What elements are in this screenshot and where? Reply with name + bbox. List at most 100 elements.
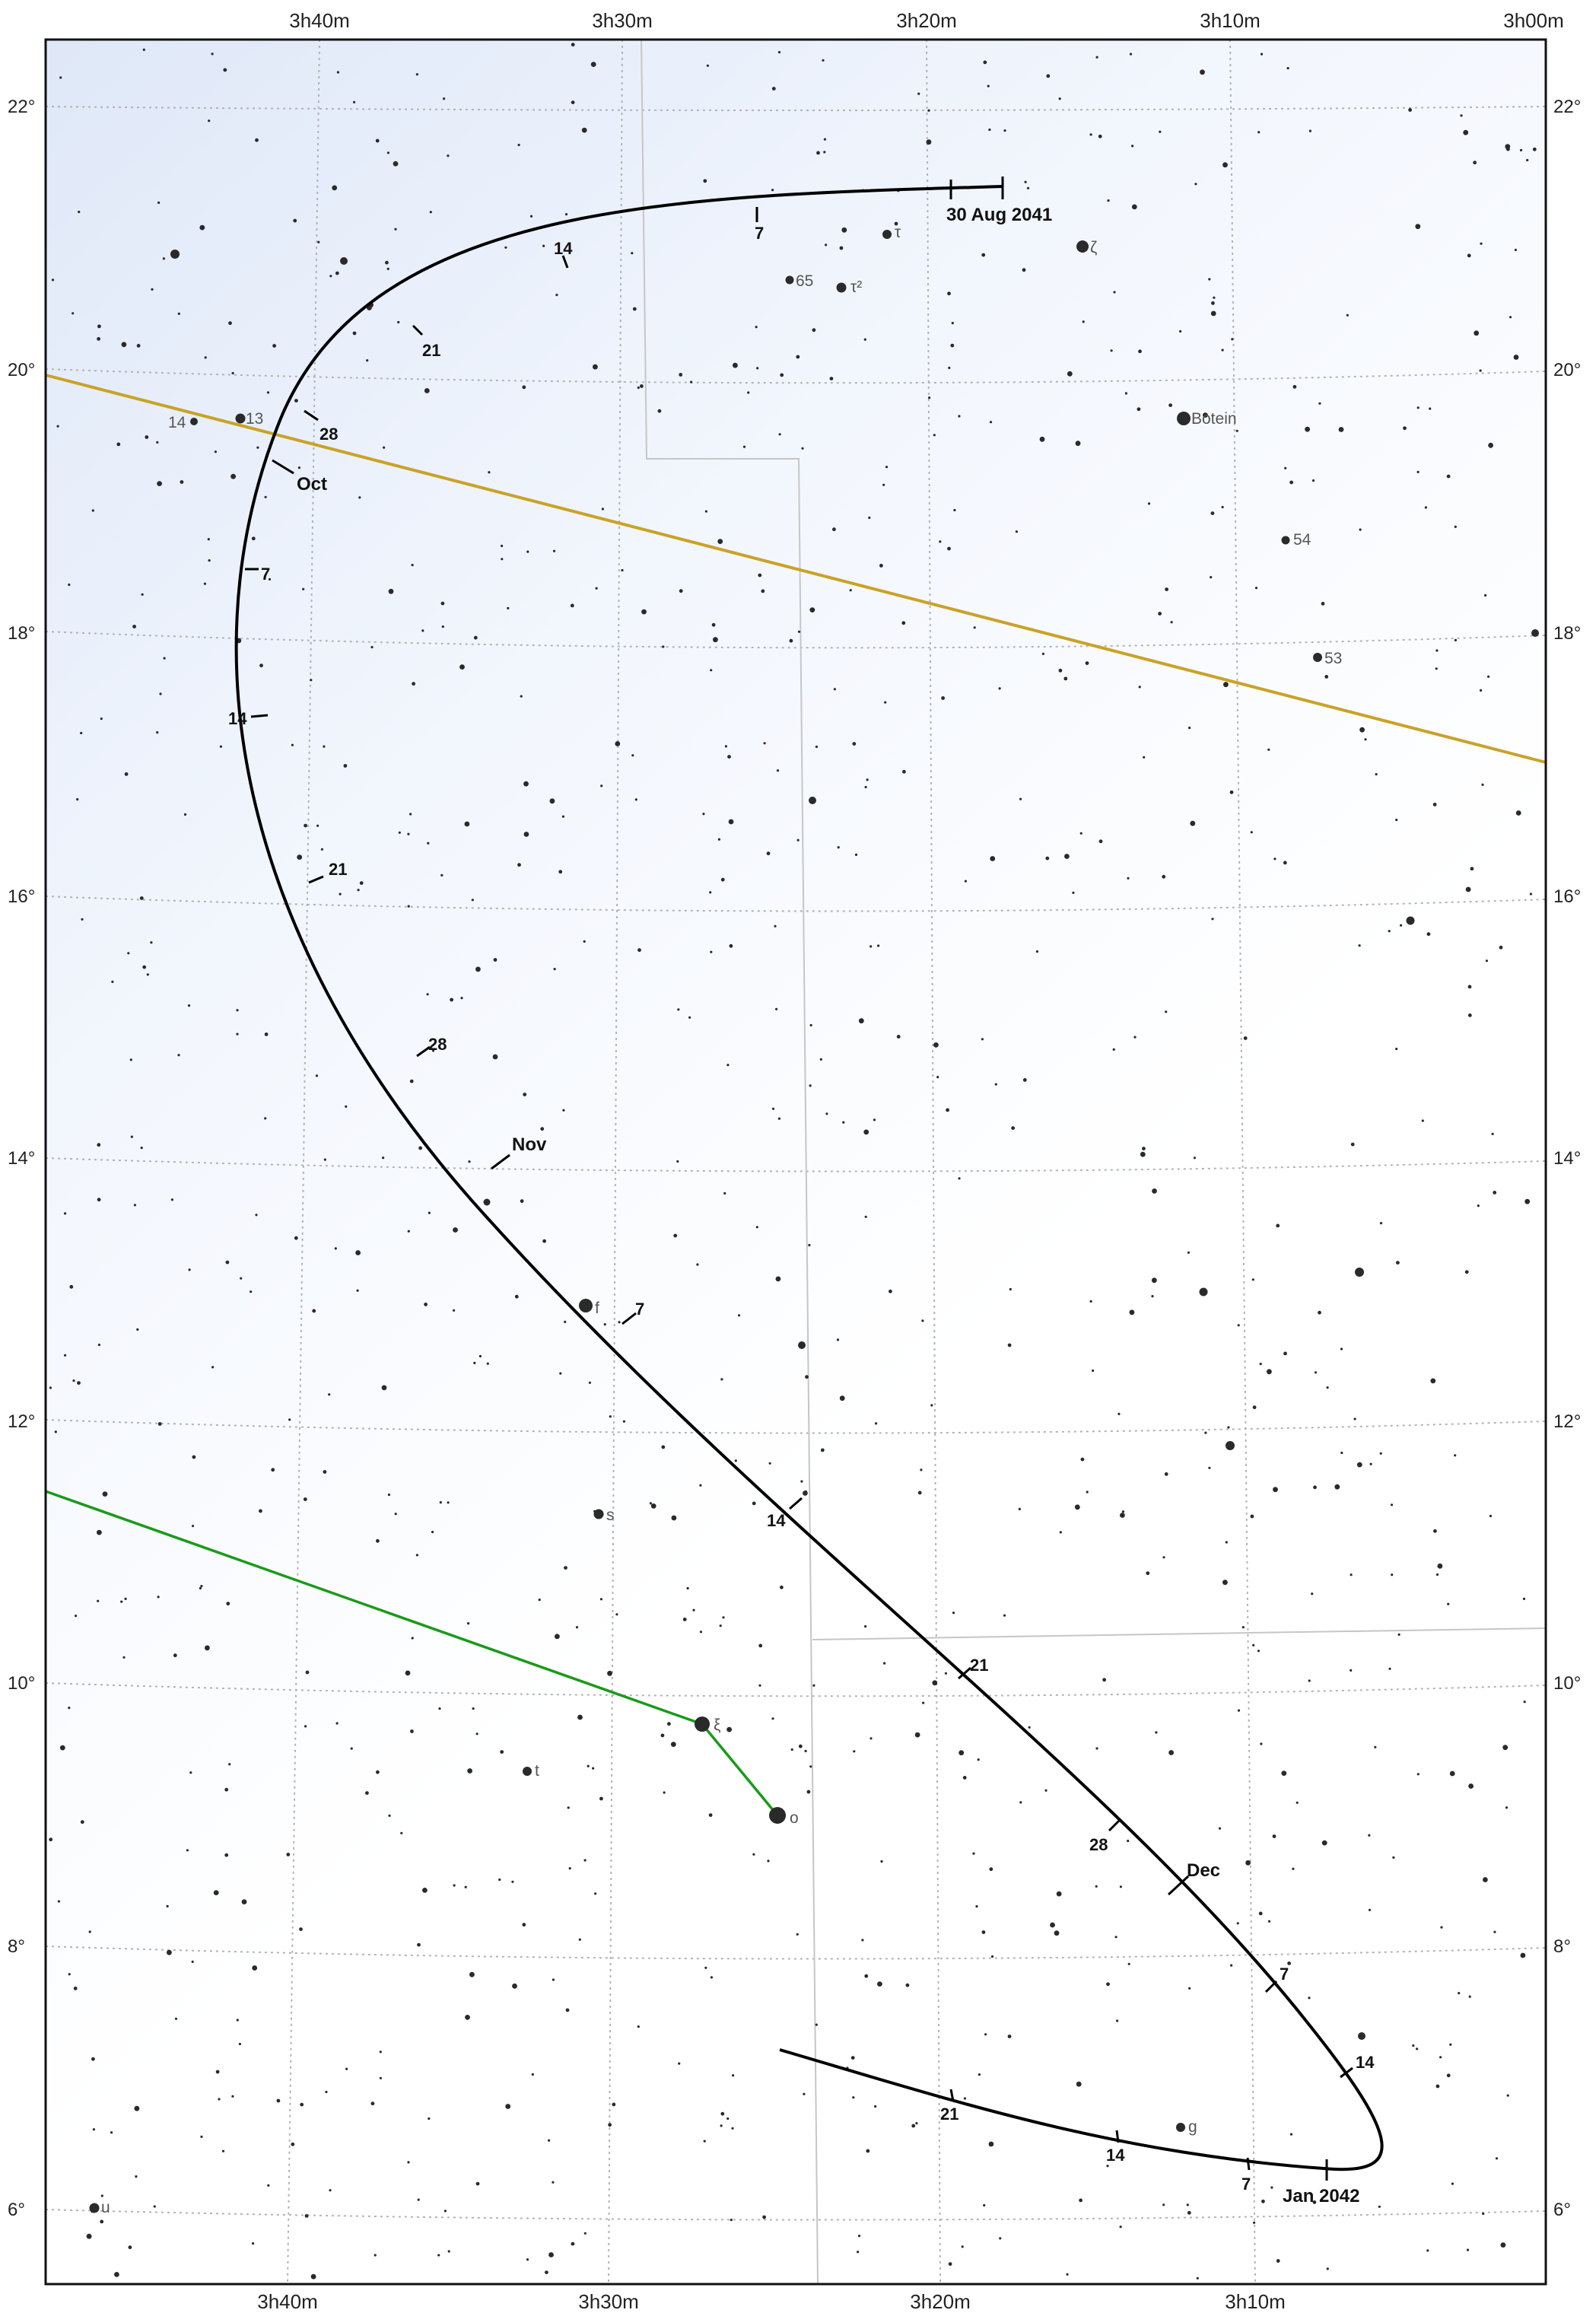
- ra-grid-3h10m: [1229, 39, 1256, 2285]
- background-star: [771, 189, 774, 192]
- background-star: [615, 741, 621, 746]
- background-star: [948, 2262, 952, 2267]
- background-star: [994, 1083, 997, 1086]
- background-star: [1483, 1877, 1488, 1882]
- background-star: [231, 2095, 234, 2098]
- background-star: [304, 1725, 307, 1728]
- background-star: [475, 966, 481, 972]
- background-star: [1076, 2081, 1082, 2087]
- background-star: [352, 331, 357, 336]
- background-star: [1305, 426, 1310, 432]
- background-star: [1168, 403, 1172, 407]
- background-star: [1165, 587, 1168, 591]
- background-star: [291, 2142, 295, 2146]
- background-star: [1107, 199, 1110, 202]
- chart-background: [46, 40, 1546, 2284]
- tick-jan14: [1115, 2130, 1120, 2143]
- background-star: [312, 1309, 316, 1313]
- background-star: [1124, 392, 1127, 395]
- named-star: [1176, 2123, 1185, 2132]
- background-star: [276, 2098, 281, 2103]
- label-nov14: 14: [767, 1511, 786, 1530]
- background-star: [460, 997, 463, 1000]
- background-star: [601, 507, 605, 511]
- star-label-zeta: ζ: [1090, 239, 1097, 256]
- background-star: [200, 1585, 203, 1588]
- background-star: [325, 2090, 328, 2094]
- background-star: [609, 1415, 612, 1418]
- background-star: [917, 1491, 922, 1495]
- background-star: [387, 1493, 390, 1497]
- background-star: [1378, 2205, 1381, 2208]
- background-star: [727, 755, 731, 759]
- background-star: [1474, 330, 1480, 336]
- ra-bottom-3h40m: 3h40m: [257, 2290, 318, 2313]
- background-star: [877, 944, 880, 947]
- star-label-tau: τ: [895, 224, 901, 241]
- background-star: [631, 252, 634, 255]
- background-star: [922, 1701, 925, 1704]
- background-star: [1451, 2182, 1454, 2185]
- background-star: [1435, 1573, 1439, 1576]
- background-star: [961, 2245, 964, 2248]
- background-star: [1326, 2267, 1329, 2270]
- background-star: [1221, 505, 1224, 509]
- background-star: [1449, 2043, 1452, 2046]
- background-star: [1019, 797, 1022, 800]
- background-star: [92, 2128, 95, 2131]
- dec-left-6: 6°: [8, 2200, 25, 2220]
- star-label-g: g: [1188, 2118, 1197, 2136]
- background-star: [238, 2042, 241, 2046]
- background-star: [56, 425, 59, 428]
- background-star: [1260, 52, 1264, 56]
- background-star: [1281, 1771, 1287, 1777]
- background-star: [866, 2149, 870, 2153]
- background-star: [1011, 1126, 1015, 1130]
- background-star: [486, 1362, 489, 1365]
- dec-left-20: 20°: [8, 360, 35, 380]
- background-star: [1106, 1982, 1110, 1987]
- background-star: [882, 483, 885, 486]
- dec-labels-right: 22° 20° 18° 16° 14° 12° 10° 8° 6°: [1553, 97, 1581, 2220]
- background-star: [320, 848, 323, 851]
- background-star: [599, 1796, 603, 1801]
- background-star: [407, 1230, 410, 1233]
- background-star: [1519, 148, 1523, 151]
- background-star: [1524, 1198, 1531, 1204]
- background-star: [1024, 180, 1027, 183]
- background-star: [459, 664, 465, 670]
- background-star: [157, 1422, 162, 1426]
- background-star: [1318, 1310, 1321, 1315]
- boundary-line-2: [812, 1627, 1547, 1640]
- background-star: [1252, 1405, 1257, 1410]
- background-star: [417, 2198, 420, 2201]
- tick-dec7: [1264, 1980, 1278, 1993]
- background-star: [622, 1420, 626, 1423]
- background-star: [823, 138, 826, 141]
- background-star: [317, 240, 320, 243]
- named-star: [1226, 1441, 1235, 1450]
- background-star: [963, 2097, 966, 2100]
- background-star: [1395, 819, 1398, 822]
- background-star: [1467, 1013, 1472, 1017]
- background-star: [1127, 1962, 1130, 1965]
- background-star: [110, 2131, 113, 2134]
- boundary-line-1: [641, 39, 819, 2285]
- background-star: [1446, 2073, 1451, 2078]
- background-star: [1188, 727, 1191, 730]
- background-star: [930, 1404, 933, 1407]
- background-star: [440, 873, 444, 877]
- background-star: [214, 450, 217, 453]
- named-star: [579, 1299, 593, 1312]
- background-star: [747, 391, 750, 394]
- tick-nov14: [789, 1497, 803, 1510]
- dec-grid: [45, 106, 1547, 2221]
- background-star: [467, 1768, 472, 1774]
- background-star: [1379, 1452, 1382, 1455]
- background-star: [1368, 1834, 1371, 1837]
- background-star: [441, 625, 444, 628]
- label-dec7: 7: [1280, 1965, 1289, 1984]
- background-star: [183, 813, 187, 816]
- background-star: [211, 1366, 215, 1369]
- background-star: [1041, 652, 1044, 656]
